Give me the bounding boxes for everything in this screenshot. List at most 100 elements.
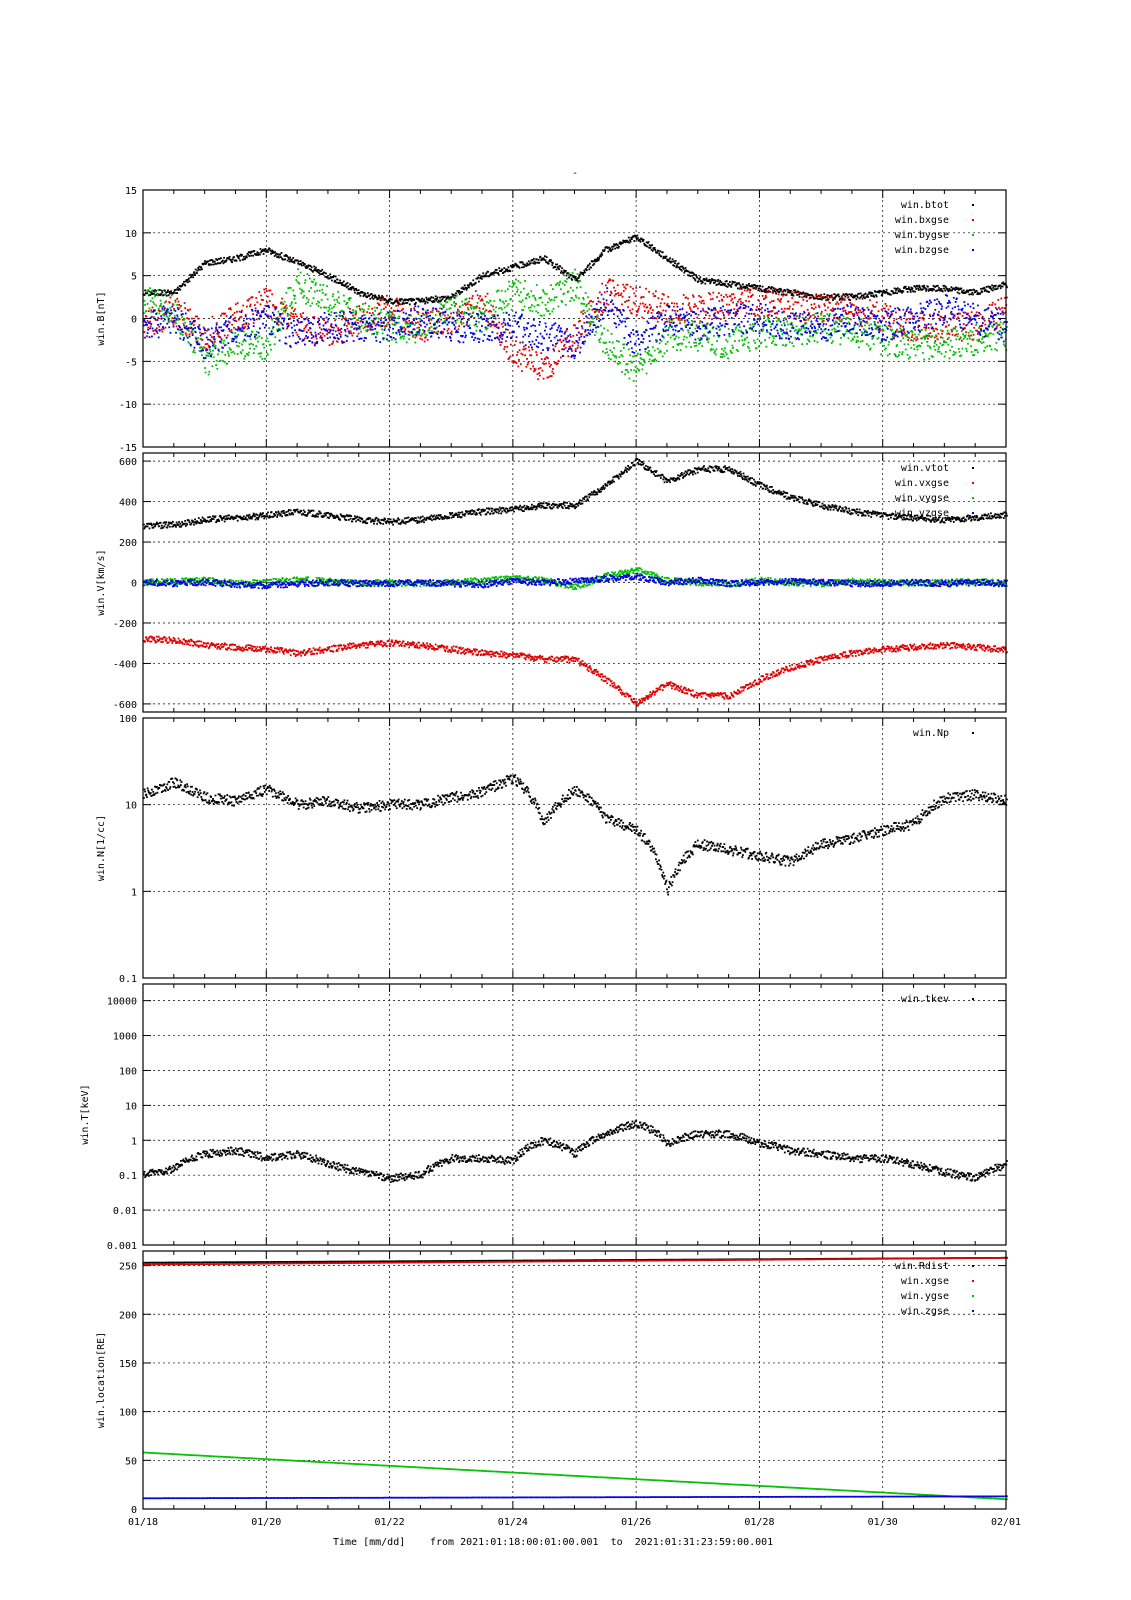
- data-point: [156, 293, 159, 296]
- data-point: [527, 335, 530, 338]
- data-point: [297, 321, 300, 324]
- data-point: [262, 248, 264, 251]
- data-point: [309, 327, 312, 330]
- data-point: [876, 337, 879, 340]
- data-point: [262, 343, 265, 346]
- data-point: [519, 281, 522, 284]
- data-point: [605, 302, 608, 305]
- data-point: [334, 337, 336, 340]
- data-point: [926, 341, 929, 343]
- data-point: [431, 330, 433, 333]
- data-point: [273, 251, 275, 254]
- data-point: [426, 334, 428, 337]
- data-point: [208, 370, 211, 373]
- data-point: [825, 295, 828, 298]
- data-point: [661, 251, 664, 254]
- data-point: [417, 297, 420, 300]
- data-point: [454, 326, 457, 328]
- data-point: [156, 319, 159, 321]
- data-point: [614, 360, 617, 363]
- data-point: [209, 350, 212, 353]
- data-point: [786, 307, 789, 310]
- data-point: [745, 312, 748, 315]
- data-point: [529, 343, 532, 346]
- data-point: [936, 284, 939, 287]
- data-point: [779, 336, 781, 338]
- data-point: [198, 324, 201, 326]
- data-point: [212, 342, 214, 345]
- data-point: [879, 342, 882, 344]
- data-point: [456, 312, 459, 315]
- data-point: [888, 324, 890, 327]
- data-point: [478, 274, 481, 277]
- data-point: [596, 258, 599, 261]
- data-point: [529, 262, 532, 264]
- data-point: [299, 321, 302, 324]
- data-point: [727, 283, 730, 286]
- data-point: [882, 329, 885, 332]
- data-point: [645, 372, 648, 375]
- data-point: [465, 304, 467, 306]
- data-point: [985, 335, 988, 337]
- data-point: [871, 338, 874, 340]
- data-point: [305, 302, 307, 305]
- data-point: [368, 305, 370, 307]
- data-point: [933, 288, 935, 291]
- data-point: [717, 292, 720, 294]
- data-point: [750, 326, 752, 329]
- data-point: [626, 240, 629, 243]
- data-point: [484, 295, 487, 298]
- data-point: [598, 255, 601, 258]
- data-point: [881, 328, 884, 331]
- data-point: [269, 343, 272, 346]
- data-point: [526, 262, 528, 265]
- data-point: [677, 262, 680, 265]
- data-point: [558, 281, 561, 284]
- data-point: [431, 311, 434, 314]
- data-point: [842, 310, 845, 312]
- data-point: [713, 308, 716, 311]
- data-point: [518, 359, 520, 361]
- data-point: [836, 321, 839, 324]
- data-point: [299, 263, 301, 265]
- data-point: [217, 262, 219, 265]
- data-point: [805, 296, 808, 299]
- data-point: [374, 328, 377, 330]
- data-point: [325, 272, 327, 275]
- data-point: [606, 281, 609, 284]
- data-point: [577, 320, 580, 323]
- data-point: [804, 292, 807, 295]
- data-point: [357, 319, 359, 321]
- data-point: [521, 370, 523, 372]
- data-point: [716, 283, 718, 286]
- data-point: [305, 335, 307, 337]
- data-point: [838, 295, 840, 298]
- data-point: [415, 318, 418, 320]
- data-point: [998, 324, 1000, 327]
- data-point: [713, 307, 715, 309]
- data-point: [478, 309, 481, 312]
- data-point: [424, 310, 427, 313]
- data-point: [355, 289, 358, 292]
- data-point: [290, 312, 293, 314]
- data-point: [854, 309, 857, 312]
- data-point: [483, 334, 486, 336]
- data-point: [397, 321, 400, 324]
- data-point: [573, 278, 576, 281]
- data-point: [490, 321, 493, 324]
- data-point: [632, 287, 634, 290]
- data-point: [819, 296, 822, 299]
- data-point: [899, 327, 902, 330]
- data-point: [292, 289, 295, 292]
- data-point: [699, 342, 702, 344]
- data-point: [317, 317, 320, 320]
- data-point: [482, 339, 485, 342]
- data-point: [347, 321, 349, 324]
- data-point: [481, 330, 483, 333]
- data-point: [376, 323, 379, 326]
- data-point: [205, 349, 208, 352]
- data-point: [234, 328, 237, 331]
- data-point: [192, 328, 195, 330]
- data-point: [145, 321, 148, 324]
- data-point: [934, 340, 937, 342]
